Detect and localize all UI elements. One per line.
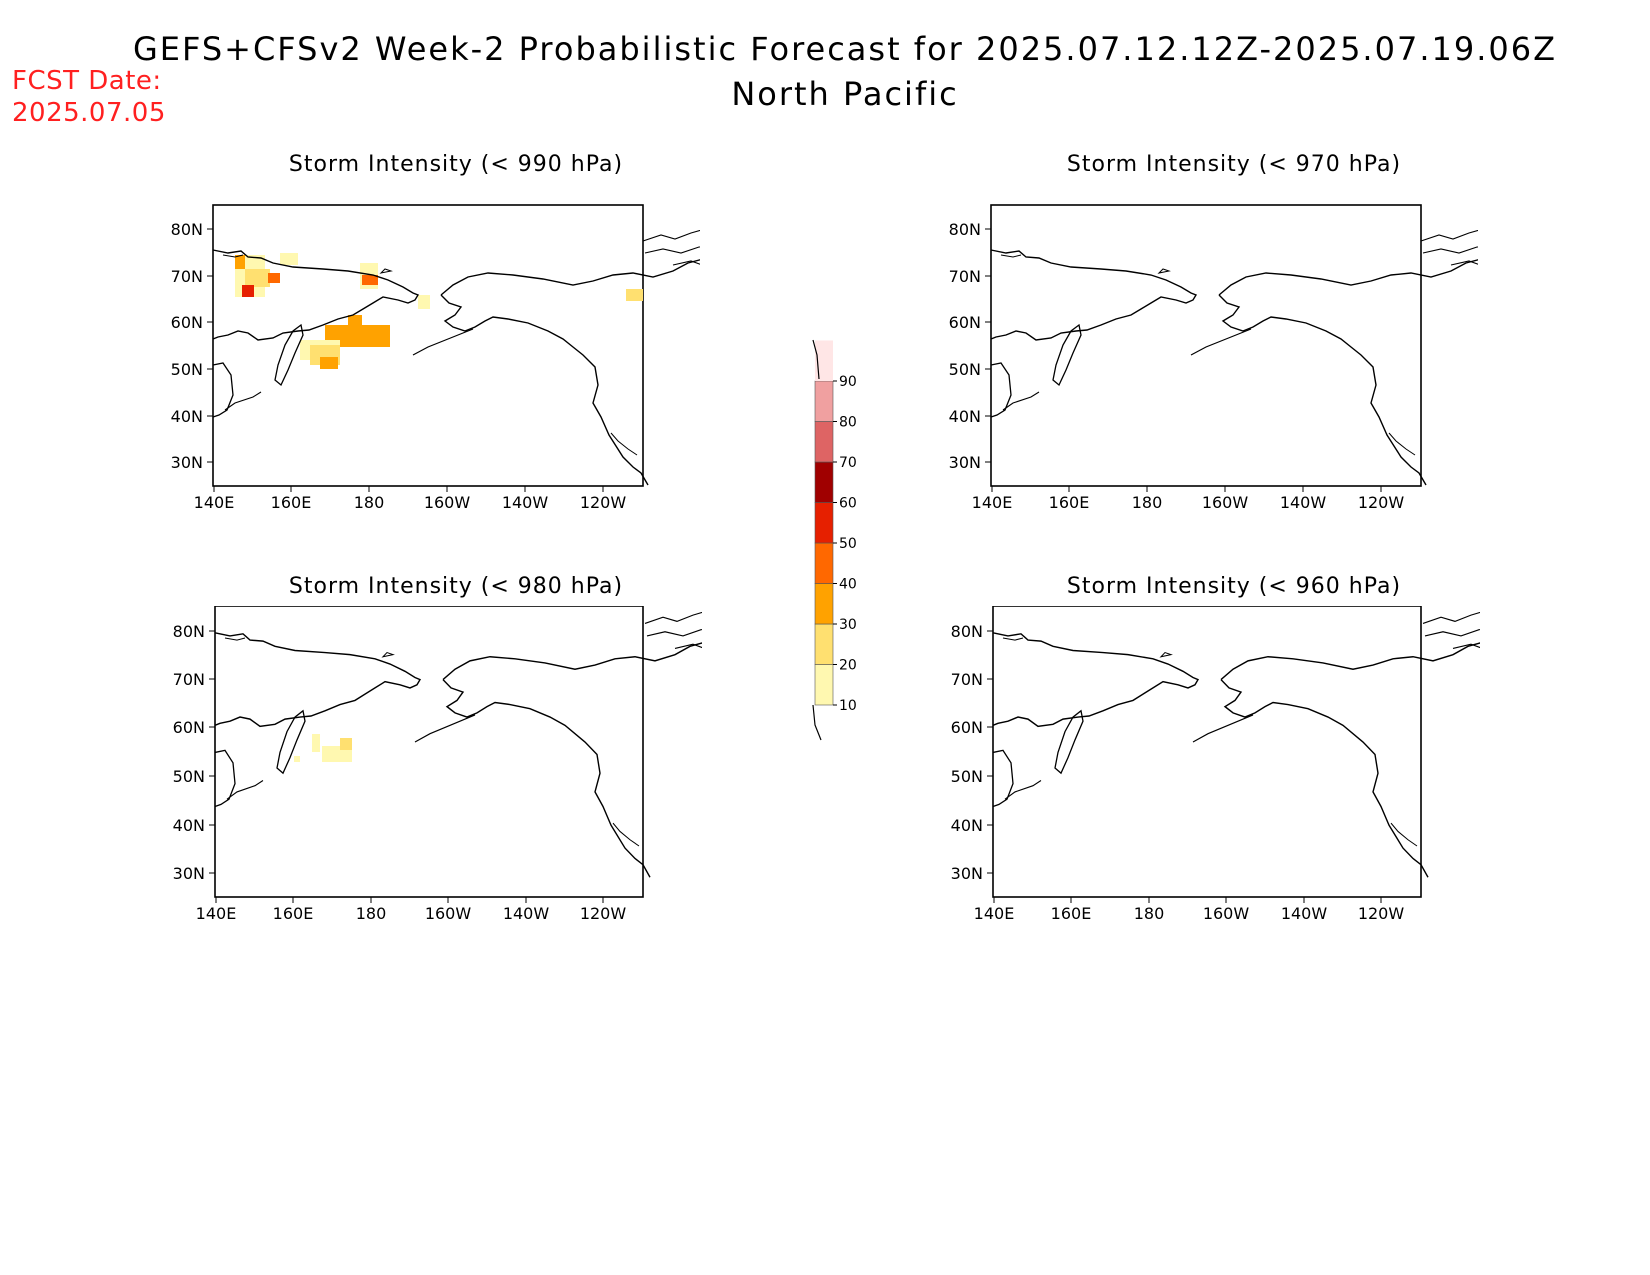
map-panel-990: 80N 70N 60N 50N 40N 30N 140E 160E 180 16… [171, 204, 700, 512]
colorbar-boxes [814, 340, 834, 706]
map-frame [992, 606, 1422, 898]
region-subtitle: North Pacific [731, 75, 959, 113]
lat-tick-label: 40N [171, 407, 203, 426]
map-frame [990, 204, 1422, 487]
colorbar-box [814, 380, 834, 422]
lat-tick-label: 30N [171, 453, 203, 472]
lon-ticks: 140E 160E 180 160W 140W 120W [974, 897, 1405, 923]
lat-tick-label: 50N [171, 360, 203, 379]
chart-title: GEFS+CFSv2 Week-2 Probabilistic Forecast… [132, 30, 1558, 68]
lat-tick-label: 40N [949, 407, 981, 426]
colorbar-box [814, 461, 834, 503]
lon-tick-label: 120W [580, 493, 627, 512]
colorbar-bottom-arrow [812, 704, 822, 741]
lat-tick-label: 30N [949, 453, 981, 472]
lat-tick-label: 50N [951, 767, 983, 786]
lat-tick-label: 60N [951, 718, 983, 737]
lat-tick-label: 50N [949, 360, 981, 379]
lat-tick-label: 70N [171, 267, 203, 286]
colorbar-level-label: 70 [839, 455, 857, 471]
colorbar-box [814, 583, 834, 625]
lat-tick-label: 30N [173, 864, 205, 883]
panel-title-980: Storm Intensity (< 980 hPa) [288, 574, 624, 599]
lat-tick-label: 40N [951, 816, 983, 835]
colorbar-box [814, 421, 834, 463]
panel-title-970: Storm Intensity (< 970 hPa) [1066, 152, 1402, 177]
colorbar-box [814, 664, 834, 706]
lat-tick-label: 70N [949, 267, 981, 286]
colorbar-box [815, 340, 833, 381]
lon-tick-label: 180 [354, 493, 385, 512]
lat-ticks: 80N 70N 60N 50N 40N 30N [949, 220, 991, 472]
lat-tick-label: 70N [951, 670, 983, 689]
colorbar-level-label: 90 [839, 374, 857, 390]
lat-tick-label: 70N [173, 670, 205, 689]
colorbar: 10 20 30 40 50 60 70 80 90 [812, 339, 857, 741]
lat-tick-label: 30N [951, 864, 983, 883]
lon-tick-label: 160E [271, 493, 312, 512]
lat-tick-label: 60N [949, 313, 981, 332]
lon-ticks: 140E 160E 180 160W 140W 120W [972, 486, 1405, 512]
colorbar-box [814, 623, 834, 665]
probability-shading [235, 253, 643, 369]
map-frame [212, 204, 644, 487]
lon-tick-label: 180 [1132, 493, 1163, 512]
lon-tick-label: 160E [273, 904, 314, 923]
lon-tick-label: 160W [425, 904, 472, 923]
lat-ticks: 80N 70N 60N 50N 40N 30N [171, 220, 213, 472]
colorbar-box [814, 542, 834, 584]
lon-tick-label: 140W [503, 904, 550, 923]
fcst-date-value: 2025.07.05 [12, 98, 166, 128]
lon-tick-label: 140W [1281, 904, 1328, 923]
lat-tick-label: 80N [173, 622, 205, 641]
colorbar-labels: 10 20 30 40 50 60 70 80 90 [833, 374, 857, 714]
lon-tick-label: 140E [974, 904, 1015, 923]
panel-title-990: Storm Intensity (< 990 hPa) [288, 152, 624, 177]
lat-tick-label: 80N [949, 220, 981, 239]
lon-ticks: 140E 160E 180 160W 140W 120W [194, 486, 627, 512]
lon-tick-label: 120W [580, 904, 627, 923]
lat-tick-label: 80N [951, 622, 983, 641]
lat-ticks: 80N 70N 60N 50N 40N 30N [173, 622, 215, 883]
lon-tick-label: 160W [424, 493, 471, 512]
lon-ticks: 140E 160E 180 160W 140W 120W [196, 897, 627, 923]
lon-tick-label: 160E [1049, 493, 1090, 512]
map-panel-960: 80N 70N 60N 50N 40N 30N 140E 160E 180 16… [951, 606, 1480, 923]
fcst-date-label: FCST Date: [12, 66, 162, 96]
lat-tick-label: 60N [171, 313, 203, 332]
lon-tick-label: 140E [972, 493, 1013, 512]
colorbar-level-label: 20 [839, 658, 857, 674]
lat-tick-label: 80N [171, 220, 203, 239]
lat-tick-label: 60N [173, 718, 205, 737]
lat-tick-label: 50N [173, 767, 205, 786]
colorbar-level-label: 60 [839, 496, 857, 512]
map-panel-970: 80N 70N 60N 50N 40N 30N 140E 160E 180 16… [949, 204, 1478, 512]
lon-tick-label: 140E [196, 904, 237, 923]
lon-tick-label: 140W [502, 493, 549, 512]
lon-tick-label: 160W [1203, 904, 1250, 923]
colorbar-level-label: 80 [839, 415, 857, 431]
colorbar-level-label: 50 [839, 536, 857, 552]
lat-tick-label: 40N [173, 816, 205, 835]
lon-tick-label: 140E [194, 493, 235, 512]
lon-tick-label: 120W [1358, 904, 1405, 923]
lat-ticks: 80N 70N 60N 50N 40N 30N [951, 622, 993, 883]
colorbar-level-label: 10 [839, 698, 857, 714]
lon-tick-label: 160E [1051, 904, 1092, 923]
colorbar-top-arrow [812, 339, 820, 380]
lon-tick-label: 120W [1358, 493, 1405, 512]
lon-tick-label: 140W [1280, 493, 1327, 512]
colorbar-level-label: 30 [839, 617, 857, 633]
lon-tick-label: 160W [1202, 493, 1249, 512]
lon-tick-label: 180 [1134, 904, 1165, 923]
probability-shading [294, 734, 352, 762]
colorbar-box [814, 502, 834, 544]
colorbar-level-label: 40 [839, 577, 857, 593]
lon-tick-label: 180 [356, 904, 387, 923]
map-frame [214, 606, 644, 898]
map-panel-980: 80N 70N 60N 50N 40N 30N 140E 160E 180 16… [173, 606, 702, 923]
panel-title-960: Storm Intensity (< 960 hPa) [1066, 574, 1402, 599]
